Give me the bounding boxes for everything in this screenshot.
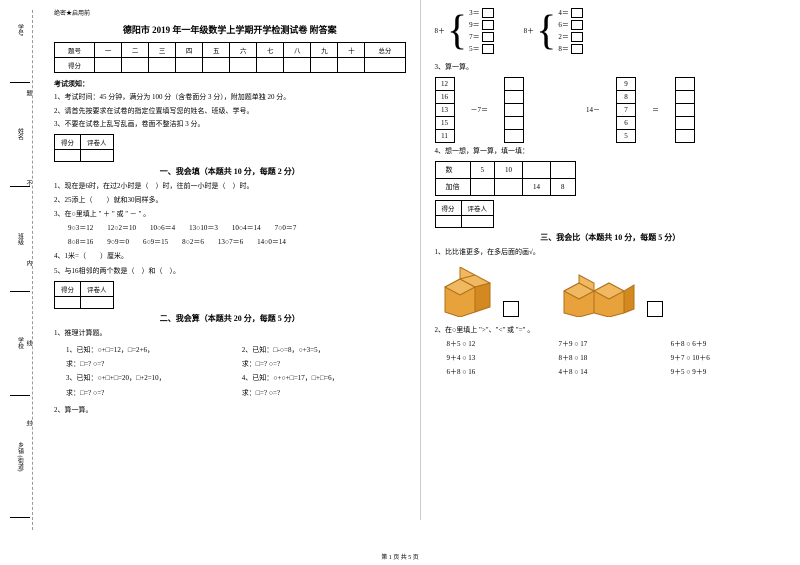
section3-title: 三、我会比（本题共 10 分，每题 5 分） <box>435 232 787 243</box>
brace-item: 3＝ <box>469 8 480 18</box>
op-label: 14－ <box>586 105 600 115</box>
secret-label: 绝密★启用前 <box>54 8 406 17</box>
q2-1b: 求：□=? ○=? <box>66 359 230 370</box>
eq-label: ＝ <box>652 105 659 115</box>
num-stack: 12 16 13 15 11 <box>435 77 455 142</box>
q1-2: 2、25添上（ ）就和30同样多。 <box>54 195 406 206</box>
bind-label: 姓名 <box>16 126 25 142</box>
check-box[interactable] <box>647 301 663 317</box>
notice-line: 1、考试时间：45 分钟，满分为 100 分（含卷面分 3 分），附加题单独 2… <box>54 92 406 103</box>
seal-text: 不 <box>24 180 33 186</box>
q2-4b: 求：□=? ○=? <box>242 388 406 399</box>
cube-figure-1 <box>435 267 495 317</box>
q1-5: 5、与16相邻的两个数是（ ）和（ ）。 <box>54 266 406 277</box>
answer-box[interactable] <box>571 20 583 30</box>
compare-row: 6＋8 ○ 164＋8 ○ 149＋5 ○ 9＋9 <box>447 367 787 378</box>
op-label: －7＝ <box>471 105 489 115</box>
q1-3c: 8○8＝16 9○9＝0 6○9＝15 8○2＝6 13○7＝6 14○0＝14 <box>54 237 406 248</box>
score-value-row: 得分 <box>55 58 406 73</box>
q2-2b: 求：□=? ○=? <box>242 359 406 370</box>
notice-head: 考试须知： <box>54 79 406 89</box>
q3-2: 2、在○里填上 ">"、"<" 或 "=" 。 <box>435 325 787 336</box>
q-right-4: 4、想一想，算一算，填一填： <box>435 146 787 157</box>
section1-title: 一、我会填（本题共 10 分，每题 2 分） <box>54 166 406 177</box>
q2-1a: 1、已知：○+□=12，□=2+6， <box>66 345 230 356</box>
q-right-3: 3、算一算。 <box>435 62 787 73</box>
brace-item: 4＝ <box>558 8 569 18</box>
score-head-row: 题号一二三四五六七八九十总分 <box>55 43 406 58</box>
answer-box[interactable] <box>482 44 494 54</box>
q1-3b: 9○3＝12 12○2＝10 10○6＝4 13○10＝3 10○4＝14 7○… <box>54 223 406 234</box>
seal-text: 封 <box>24 420 33 426</box>
bind-label: 班级 <box>16 231 25 247</box>
cube-figure-2 <box>559 273 639 317</box>
grade-mini-table: 得分评卷人 <box>54 281 114 309</box>
q1-1: 1、现在是6时，在过2小时是（ ）时，往前一小时是（ ）时。 <box>54 181 406 192</box>
check-box[interactable] <box>503 301 519 317</box>
answer-box[interactable] <box>482 8 494 18</box>
notice-block: 1、考试时间：45 分钟，满分为 100 分（含卷面分 3 分），附加题单独 2… <box>54 92 406 130</box>
q2-h2: 2、算一算。 <box>54 405 406 416</box>
fold-line <box>32 10 33 530</box>
notice-line: 2、请首先按要求在试卷的指定位置填写您的姓名、班级、学号。 <box>54 106 406 117</box>
binding-labels: 学号 姓名 班级 学校 乡镇 (街道) <box>8 0 32 540</box>
brace-item: 2＝ <box>558 32 569 42</box>
score-table: 题号一二三四五六七八九十总分 得分 <box>54 42 406 73</box>
left-column: 绝密★启用前 德阳市 2019 年一年级数学上学期开学检测试卷 附答案 题号一二… <box>40 0 420 540</box>
answer-stack[interactable] <box>504 77 524 142</box>
brace-item: 6＝ <box>558 20 569 30</box>
answer-box[interactable] <box>571 32 583 42</box>
right-column: 8＋ { 3＝ 9＝ 7＝ 5＝ 8＋ { 4＝ 6＝ 2＝ 8＝ <box>421 0 800 540</box>
brace-icon: { <box>447 10 467 52</box>
brace-item: 7＝ <box>469 32 480 42</box>
double-table: 数510 加倍148 <box>435 161 576 196</box>
brace-item: 8＝ <box>558 44 569 54</box>
page: 绝密★启用前 德阳市 2019 年一年级数学上学期开学检测试卷 附答案 题号一二… <box>40 0 800 540</box>
num-stack: 9 8 7 6 5 <box>616 77 636 142</box>
answer-box[interactable] <box>482 20 494 30</box>
section2-title: 二、我会算（本题共 20 分，每题 5 分） <box>54 313 406 324</box>
cube-compare <box>435 267 787 317</box>
compare-row: 9＋4 ○ 138＋8 ○ 189＋7 ○ 10＋6 <box>447 353 787 364</box>
answer-stack[interactable] <box>675 77 695 142</box>
calc-block: 12 16 13 15 11 －7＝ 14－ 9 8 7 6 5 ＝ <box>435 77 787 142</box>
notice-line: 3、不要在试卷上乱写乱画，卷面不整洁扣 3 分。 <box>54 119 406 130</box>
q2-head: 1、推理计算题。 <box>54 328 406 339</box>
page-footer: 第 1 页 共 5 页 <box>0 552 800 561</box>
grade-mini-table: 得分评卷人 <box>435 200 495 228</box>
brace-problems: 8＋ { 3＝ 9＝ 7＝ 5＝ 8＋ { 4＝ 6＝ 2＝ 8＝ <box>435 8 787 54</box>
q2-3a: 3、已知：○+□+□=20，□+2=10， <box>66 373 230 384</box>
q1-4: 4、1米=（ ）厘米。 <box>54 251 406 262</box>
seal-text: 内 <box>24 260 33 266</box>
bind-label: 乡镇 (街道) <box>16 440 25 474</box>
brace-item: 9＝ <box>469 20 480 30</box>
bind-label: 学号 <box>16 22 25 38</box>
answer-box[interactable] <box>571 8 583 18</box>
q1-3a: 3、在○里填上 " ＋ " 或 " － " 。 <box>54 209 406 220</box>
q2-2a: 2、已知：□-○=8，○+3=5， <box>242 345 406 356</box>
brace-item: 5＝ <box>469 44 480 54</box>
compare-row: 8＋5 ○ 127＋9 ○ 176＋8 ○ 6＋9 <box>447 339 787 350</box>
seal-text: 线 <box>24 340 33 346</box>
binding-margin: 学号 姓名 班级 学校 乡镇 (街道) 题 不 内 线 封 <box>0 0 40 565</box>
brace-icon: { <box>536 10 556 52</box>
answer-box[interactable] <box>571 44 583 54</box>
brace-lead: 8＋ <box>435 26 446 36</box>
q2-3b: 求：□=? ○=? <box>66 388 230 399</box>
grade-mini-table: 得分评卷人 <box>54 134 114 162</box>
answer-box[interactable] <box>482 32 494 42</box>
exam-title: 德阳市 2019 年一年级数学上学期开学检测试卷 附答案 <box>54 23 406 36</box>
seal-text: 题 <box>24 90 33 96</box>
q3-1: 1、比比谁更多，在多后面的画√。 <box>435 247 787 258</box>
brace-lead: 8＋ <box>524 26 535 36</box>
q2-4a: 4、已知：○+○+□=17，□+□=6， <box>242 373 406 384</box>
